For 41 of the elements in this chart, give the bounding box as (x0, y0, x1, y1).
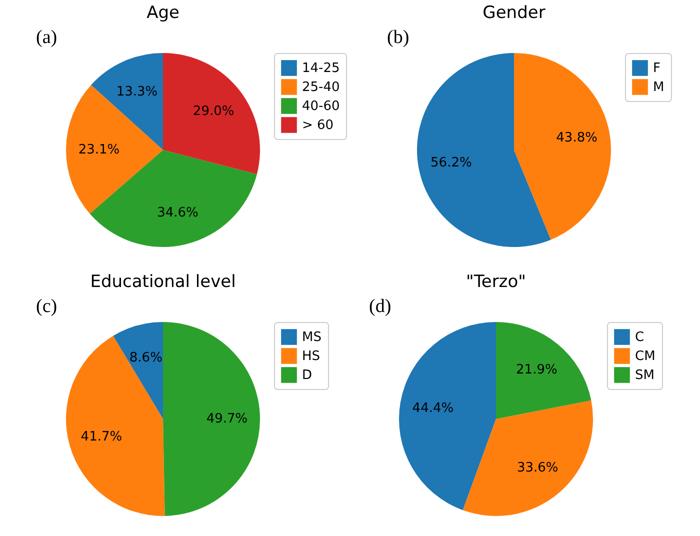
pie-slice (163, 322, 260, 516)
pie-slice (66, 336, 165, 516)
legend-label: 40-60 (302, 99, 340, 114)
pie-slice (462, 400, 593, 516)
legend-label: MS (302, 330, 322, 345)
data-label: 8.6% (129, 350, 162, 366)
data-label: 41.7% (80, 430, 122, 445)
legend-label: D (302, 368, 312, 383)
data-label: 23.1% (78, 142, 120, 158)
data-label: 13.3% (116, 84, 158, 100)
chart-title: "Terzo" (466, 272, 526, 292)
chart-title: Educational level (90, 272, 236, 292)
legend-label: > 60 (302, 118, 334, 133)
data-label: 29.0% (192, 104, 234, 119)
pie-slice (417, 53, 551, 247)
pie-slice (113, 322, 163, 419)
text: (b) (387, 27, 410, 48)
chart-title: Age (146, 3, 180, 23)
chart-title: Gender (482, 3, 546, 23)
pie-slice (496, 322, 592, 419)
legend-label: 14-25 (302, 61, 340, 76)
data-label: 44.4% (412, 400, 454, 416)
legend-label: SM (635, 368, 654, 383)
text: (c) (36, 296, 58, 317)
legend-label: 25-40 (302, 80, 340, 95)
pie-slice (514, 53, 611, 240)
data-label: 49.7% (206, 411, 248, 426)
data-label: 34.6% (157, 205, 198, 220)
text: (d) (369, 296, 392, 317)
pie-slice (399, 322, 496, 510)
data-label: 56.2% (430, 155, 472, 170)
data-label: 43.8% (556, 130, 598, 146)
pie-slice (163, 53, 260, 174)
data-label: 21.9% (516, 362, 558, 378)
text: (a) (36, 27, 58, 48)
legend-label: F (653, 61, 660, 76)
legend-label: C (635, 330, 644, 345)
data-label: 33.6% (516, 460, 558, 476)
legend-label: M (653, 80, 664, 95)
legend-label: HS (302, 349, 320, 364)
legend-label: CM (635, 349, 656, 364)
